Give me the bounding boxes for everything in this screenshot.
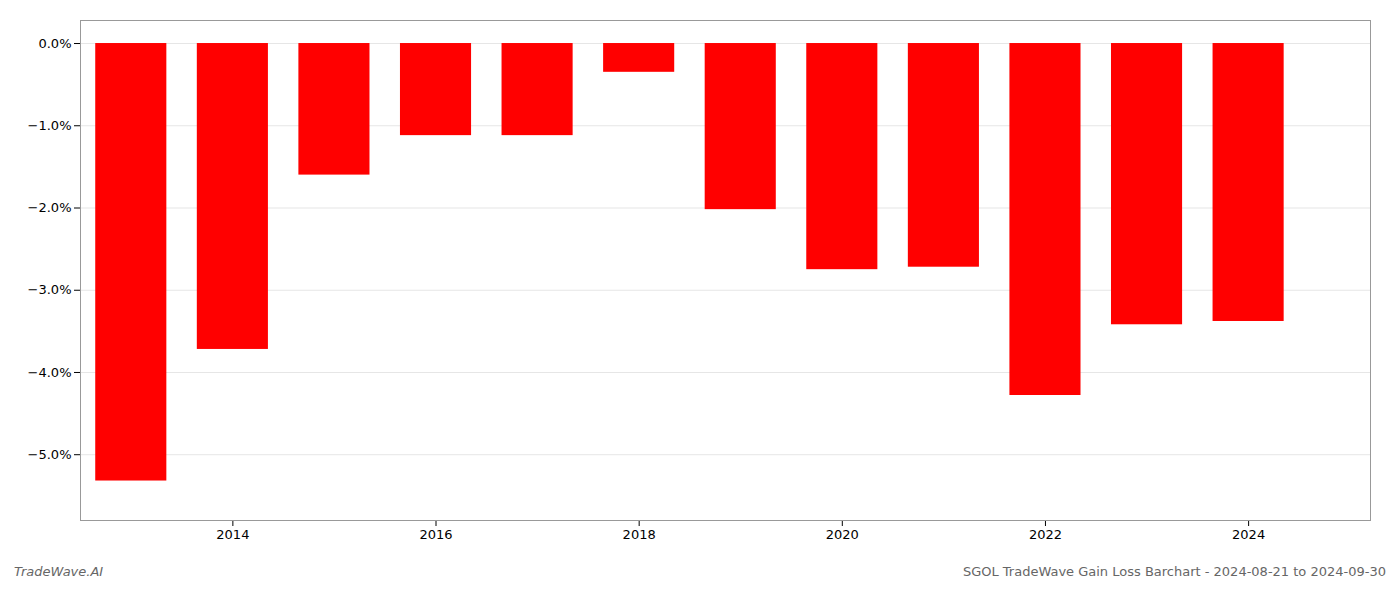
svg-text:2022: 2022 <box>1029 527 1062 542</box>
svg-text:2020: 2020 <box>826 527 859 542</box>
svg-text:0.0%: 0.0% <box>38 36 71 51</box>
svg-text:−2.0%: −2.0% <box>28 200 72 215</box>
html-text:SGOL TradeWave Gain Loss Barch: SGOL TradeWave Gain Loss Barchart - 2024… <box>962 564 1386 579</box>
svg-text:2018: 2018 <box>623 527 656 542</box>
svg-text:2014: 2014 <box>216 527 249 542</box>
svg-text:2024: 2024 <box>1232 527 1265 542</box>
svg-text:−5.0%: −5.0% <box>28 447 72 462</box>
svg-text:−4.0%: −4.0% <box>28 365 72 380</box>
svg-text:−1.0%: −1.0% <box>28 118 72 133</box>
svg-text:−3.0%: −3.0% <box>28 282 72 297</box>
html-text:TradeWave.AI: TradeWave.AI <box>14 564 104 579</box>
svg-text:2016: 2016 <box>419 527 452 542</box>
